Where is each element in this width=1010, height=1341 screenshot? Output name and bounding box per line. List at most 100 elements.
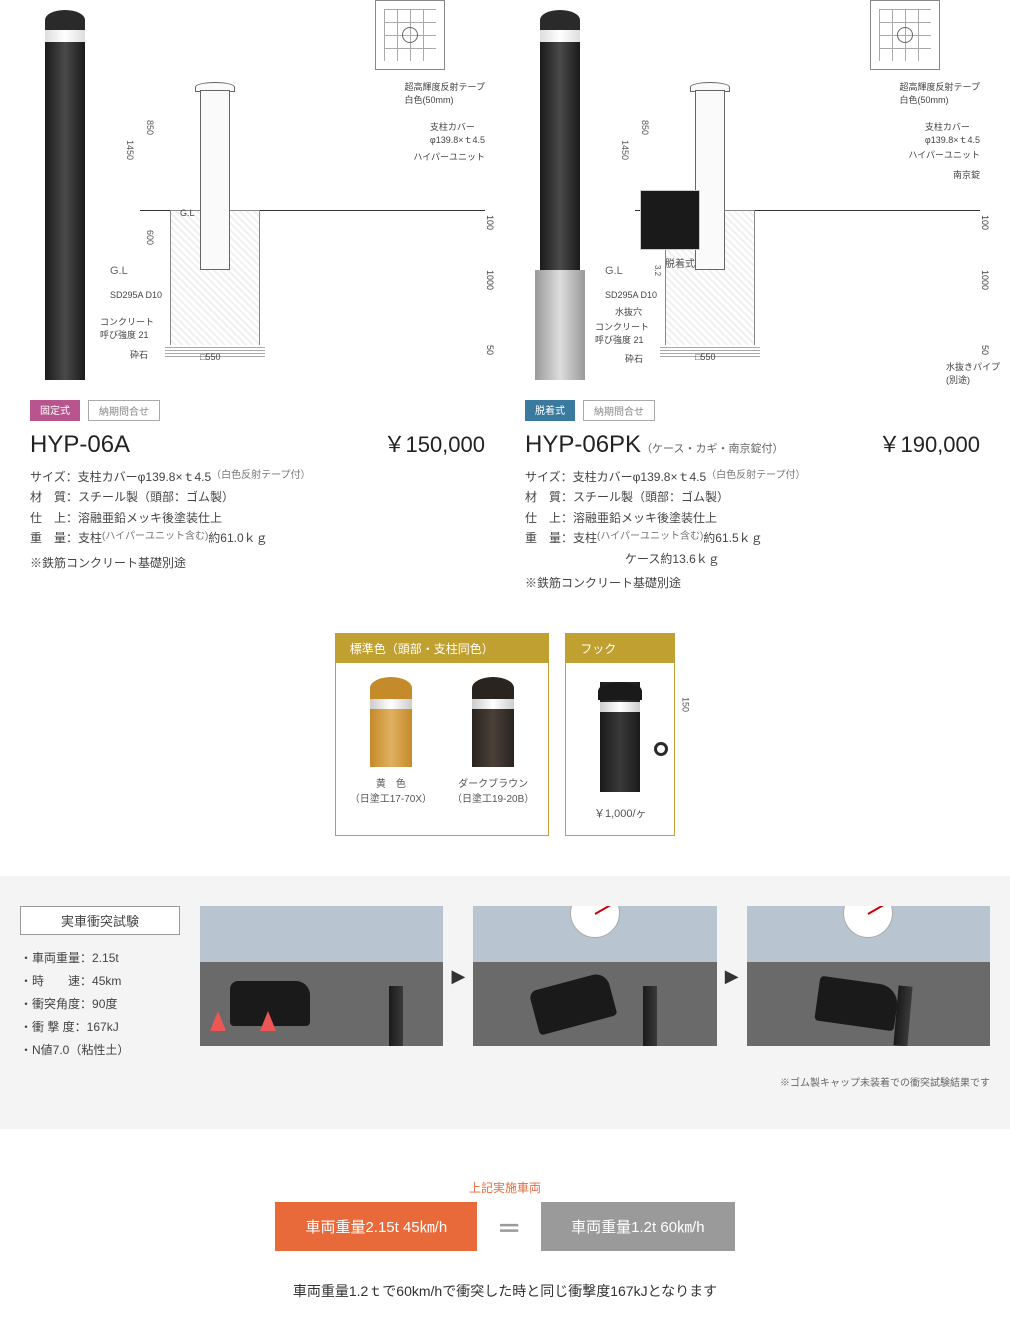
crash-specs: 実車衝突試験 ・車両重量：2.15t ・時 速：45km ・衝突角度：90度 ・… [20, 906, 180, 1064]
rebar-label: SD295A D10 [110, 290, 162, 300]
cover-label: 支柱カバー φ139.8×ｔ4.5 [430, 120, 485, 146]
model-row: HYP-06A ￥150,000 [30, 427, 485, 459]
bollard-render [525, 0, 595, 380]
cover-label: 支柱カバー φ139.8×ｔ4.5 [925, 120, 980, 146]
crash-section: 実車衝突試験 ・車両重量：2.15t ・時 速：45km ・衝突角度：90度 ・… [0, 876, 1010, 1129]
weight-sub: (ハイパーユニット含む) [102, 528, 208, 548]
speedometer-icon [843, 906, 893, 938]
colors-box: 標準色（頭部・支柱同色） 黄 色 （日塗工17-70X） ダークブラウン （日塗… [335, 633, 550, 836]
products-row: G.L 1450 850 600 100 1000 50 G.L 超高輝度反射テ… [30, 0, 980, 593]
weight-sub: (ハイパーユニット含む) [597, 528, 703, 548]
size-label: サイズ： [525, 467, 573, 487]
spec-note: ※鉄筋コンクリート基礎別途 [30, 553, 485, 573]
crash-spec-value: ：167kJ [75, 1020, 119, 1034]
speedometer-icon [570, 906, 620, 938]
crash-spec-value: ：45km [80, 974, 121, 988]
removable-label: 脱着式 [665, 255, 695, 270]
drain-label: 水抜穴 [615, 305, 642, 318]
removable-thumbnail [640, 190, 700, 250]
weight-value2: 約61.5ｋｇ [703, 528, 762, 548]
material-value: スチール製（頭部：ゴム製） [78, 487, 234, 507]
weight-value2: 約61.0ｋｇ [208, 528, 267, 548]
dim-1000: 1000 [485, 270, 495, 290]
badge-inquiry: 納期問合せ [583, 400, 655, 421]
concrete-label: コンクリート 呼び強度 21 [595, 320, 649, 346]
crash-disclaimer: ※ゴム製キャップ未装着での衝突試験結果です [20, 1074, 990, 1089]
color-name: 黄 色 [350, 775, 432, 790]
finish-value: 溶融亜鉛メッキ後塗装仕上 [573, 508, 717, 528]
product-hyp06a: G.L 1450 850 600 100 1000 50 G.L 超高輝度反射テ… [30, 0, 485, 593]
finish-label: 仕 上： [30, 508, 78, 528]
crash-spec-label: ・衝突角度 [20, 997, 80, 1011]
bollard-render [30, 0, 100, 380]
weight-label: 重 量： [525, 528, 573, 548]
comp-sublabel: 上記実施車両 [30, 1179, 980, 1196]
options-row: 標準色（頭部・支柱同色） 黄 色 （日塗工17-70X） ダークブラウン （日塗… [30, 633, 980, 836]
plan-view [870, 0, 940, 70]
hook-box: フック 150 ￥1,000/ヶ [565, 633, 675, 836]
technical-diagram: 1450 850 600 100 1000 50 G.L 超高輝度反射テープ 白… [120, 0, 485, 380]
product-hyp06pk: G.L 1450 850 600 3.2 100 1000 50 G.L 超高輝… [525, 0, 980, 593]
weight-extra: ケース約13.6ｋｇ [625, 549, 720, 569]
tape-label: 超高輝度反射テープ 白色(50mm) [405, 80, 485, 106]
size-label: サイズ： [30, 467, 78, 487]
dim-600: 600 [145, 230, 155, 245]
color-code: （日塗工17-70X） [350, 790, 432, 805]
material-label: 材 質： [30, 487, 78, 507]
hook-dim: 150 [680, 697, 690, 712]
crash-frame-2 [473, 906, 716, 1046]
color-code: （日塗工19-20B） [452, 790, 534, 805]
badge-type: 脱着式 [525, 400, 575, 421]
size-value: 支柱カバーφ139.8×ｔ4.5 [78, 467, 212, 487]
badges: 脱着式 納期問合せ [525, 400, 980, 421]
specs: サイズ：支柱カバーφ139.8×ｔ4.5（白色反射テープ付） 材 質：スチール製… [30, 467, 485, 573]
concrete-label: コンクリート 呼び強度 21 [100, 315, 154, 341]
price: ￥150,000 [383, 427, 485, 459]
weight-value: 支柱 [573, 528, 597, 548]
crash-spec-label: ・N値7.0（粘性土） [20, 1043, 129, 1057]
comp-left: 車両重量2.15t 45㎞/h [275, 1202, 477, 1251]
comp-text: 車両重量1.2ｔで60km/hで衝突した時と同じ衝撃度167kJとなります [30, 1281, 980, 1301]
comp-right: 車両重量1.2t 60㎞/h [541, 1202, 734, 1251]
padlock-label: 南京錠 [953, 168, 980, 181]
colors-header: 標準色（頭部・支柱同色） [336, 634, 549, 663]
hyper-label: ハイパーユニット [413, 150, 485, 163]
dim-50: 50 [980, 345, 990, 355]
dim-1000: 1000 [980, 270, 990, 290]
product-visual: G.L 1450 850 600 100 1000 50 G.L 超高輝度反射テ… [30, 0, 485, 380]
tape-label: 超高輝度反射テープ 白色(50mm) [900, 80, 980, 106]
play-arrow-icon: ▶ [451, 966, 465, 987]
dim-850: 850 [640, 120, 650, 135]
rebar-label: SD295A D10 [605, 290, 657, 300]
crash-images: ▶ ▶ [200, 906, 990, 1046]
weight-label: 重 量： [30, 528, 78, 548]
size-sub: （白色反射テープ付） [706, 467, 805, 487]
gravel-label: 砕石 [130, 348, 148, 361]
price: ￥190,000 [878, 427, 980, 459]
drain-pipe: 水抜きパイプ (別途) [946, 360, 1000, 386]
badge-inquiry: 納期問合せ [88, 400, 160, 421]
badges: 固定式 納期問合せ [30, 400, 485, 421]
crash-frame-3 [747, 906, 990, 1046]
crash-frame-1 [200, 906, 443, 1046]
equals-icon: ＝ [497, 1209, 521, 1244]
dim-850: 850 [145, 120, 155, 135]
hyper-label: ハイパーユニット [908, 148, 980, 161]
base-width: □550 [200, 352, 220, 362]
dim-100: 100 [980, 215, 990, 230]
finish-value: 溶融亜鉛メッキ後塗装仕上 [78, 508, 222, 528]
model-suffix: （ケース・カギ・南京錠付） [641, 443, 783, 455]
specs: サイズ：支柱カバーφ139.8×ｔ4.5（白色反射テープ付） 材 質：スチール製… [525, 467, 980, 593]
model-code: HYP-06PK [525, 431, 641, 458]
color-name: ダークブラウン [452, 775, 534, 790]
dim-100: 100 [485, 215, 495, 230]
spec-note: ※鉄筋コンクリート基礎別途 [525, 573, 980, 593]
hook-visual: 150 [580, 677, 660, 797]
size-sub: （白色反射テープ付） [211, 467, 310, 487]
weight-value: 支柱 [78, 528, 102, 548]
crash-spec-label: ・車両重量 [20, 951, 80, 965]
crash-spec-value: ：2.15t [80, 951, 119, 965]
model-row: HYP-06PK（ケース・カギ・南京錠付） ￥190,000 [525, 427, 980, 459]
hook-header: フック [566, 634, 674, 663]
dim-1450: 1450 [620, 140, 630, 160]
